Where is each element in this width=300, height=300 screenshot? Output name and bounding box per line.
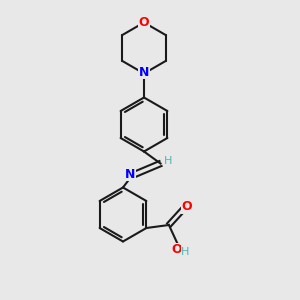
Text: O: O: [182, 200, 192, 214]
Text: N: N: [139, 65, 149, 79]
Text: N: N: [125, 167, 136, 181]
Text: O: O: [171, 243, 182, 256]
Text: H: H: [181, 247, 190, 257]
Text: H: H: [164, 155, 172, 166]
Text: O: O: [139, 16, 149, 29]
